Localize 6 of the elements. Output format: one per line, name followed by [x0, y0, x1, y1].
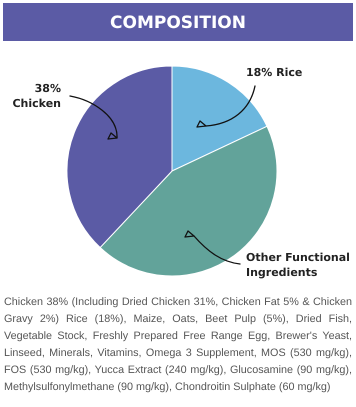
slice-label: 18% Rice [246, 66, 302, 79]
slice-label: Chicken [12, 97, 61, 110]
slice-label: Other Functional Ingredients [246, 251, 350, 279]
text: Chicken 38% (Including Dried Chicken 31%, Chicken Fat 5% & Chicken Gravy 2%) Rice (18%), Maize, Oats, Beet Pulp (5%), Dried Fish, Vegetable Stock, Freshly Prepared Free Range Egg, Brewer's Yeast, Linseed, Minerals, Vitamins, Omega 3 Supplement, MOS (530 mg/kg), FOS (530 mg/kg), Yucca Extract (240 mg/kg), Glucosamine (90 mg/kg), Methylsulfonylmethane (90 mg/kg), Chondroitin Sulphate (60 mg/kg) [4, 295, 352, 395]
chart-title: COMPOSITION [110, 13, 246, 33]
data-label: 38% [34, 82, 61, 95]
